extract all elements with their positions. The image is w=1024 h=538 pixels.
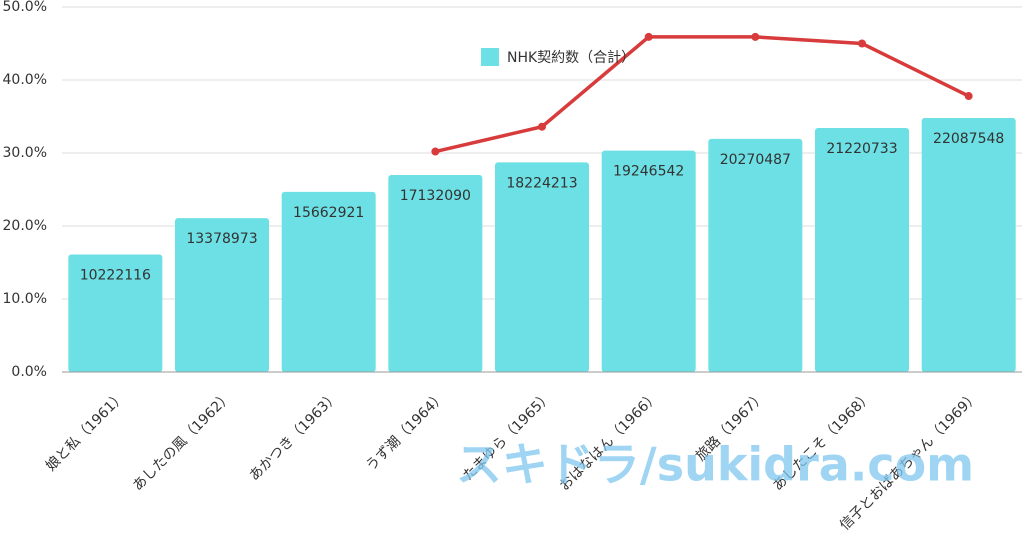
data-label: 17132090 <box>400 188 471 204</box>
point <box>858 39 866 48</box>
legend-swatch <box>481 48 499 66</box>
point <box>431 147 440 156</box>
x-tick-label: 娘と私（1961） <box>43 388 129 474</box>
x-tick-label: うず潮（1964） <box>363 388 449 474</box>
data-label: 22087548 <box>933 131 1004 147</box>
bar <box>708 138 803 372</box>
y-tick-label: 40.0% <box>3 72 47 88</box>
legend-label: NHK契約数（合計） <box>507 50 635 66</box>
bar <box>388 174 483 372</box>
y-tick-label: 20.0% <box>3 218 47 234</box>
data-label: 13378973 <box>186 231 257 247</box>
bar <box>921 118 1016 373</box>
y-tick-label: 0.0% <box>11 364 47 380</box>
bar <box>495 162 589 372</box>
point <box>538 122 546 131</box>
y-tick-label: 30.0% <box>3 145 47 161</box>
bar <box>281 191 376 372</box>
data-label: 10222116 <box>80 267 151 283</box>
watermark: スキドラ/sukidra.com <box>456 438 974 492</box>
bar <box>68 254 163 372</box>
x-tick-label: あしたの風（1962） <box>130 388 236 494</box>
bar <box>815 127 909 372</box>
y-tick-label: 10.0% <box>3 291 47 307</box>
x-tick-label: あかつき（1963） <box>246 388 342 484</box>
point <box>964 92 973 101</box>
point <box>644 32 653 41</box>
bar <box>601 150 696 372</box>
y-tick-label: 50.0% <box>3 0 47 15</box>
point <box>751 32 760 41</box>
data-label: 15662921 <box>293 205 364 221</box>
bar <box>175 218 269 372</box>
line <box>434 35 970 154</box>
data-label: 21220733 <box>826 141 897 157</box>
data-label: 18224213 <box>506 175 577 191</box>
data-label: 20270487 <box>720 152 791 168</box>
data-label: 19246542 <box>613 164 684 180</box>
